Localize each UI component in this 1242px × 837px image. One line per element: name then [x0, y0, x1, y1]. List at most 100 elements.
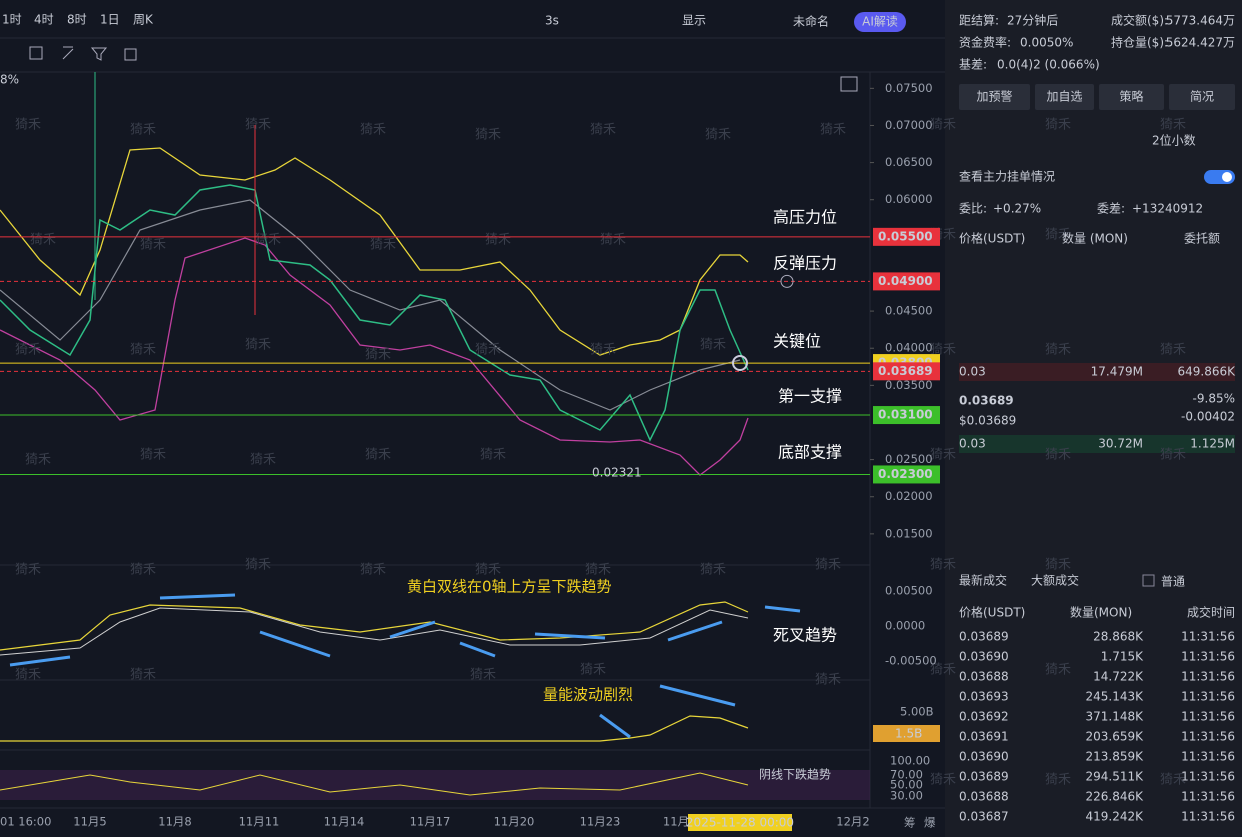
level-tag [873, 272, 940, 291]
ai-button-label[interactable]: AI解读 [862, 15, 898, 29]
layout-name[interactable]: 未命名 [793, 14, 829, 29]
watermark: 猗禾 [1160, 773, 1186, 788]
alert-marker[interactable] [780, 274, 794, 288]
trade-qty: 203.659K [1086, 730, 1145, 744]
bottom-icon[interactable]: 筹 [904, 816, 916, 830]
trade-qty: 226.846K [1086, 790, 1145, 804]
level-tag [873, 465, 940, 484]
trade-tab[interactable]: 大额成交 [1031, 573, 1079, 588]
watermark: 猗禾 [130, 343, 156, 358]
trade-price: 0.03687 [959, 810, 1009, 824]
watermark: 猗禾 [580, 663, 606, 678]
cursor-marker [732, 355, 748, 371]
timeframe[interactable]: 周K [133, 13, 154, 27]
timeframe[interactable]: 8时 [67, 13, 87, 27]
x-tick-label: 11月17 [410, 815, 451, 829]
bid-price: 0.03 [959, 437, 986, 451]
trade-price: 0.03688 [959, 790, 1009, 804]
watermark: 猗禾 [30, 233, 56, 248]
watermark: 猗禾 [15, 668, 41, 683]
trade-filter[interactable]: 普通 [1161, 575, 1185, 589]
trade-qty: 419.242K [1086, 810, 1145, 824]
volume-tick-label: 5.00B [900, 705, 934, 719]
watermark: 猗禾 [600, 233, 626, 248]
watermark: 猗禾 [815, 673, 841, 688]
ai-button[interactable] [854, 12, 906, 32]
watermark: 猗禾 [1045, 663, 1071, 678]
tool-icons[interactable] [29, 46, 858, 92]
panel-button[interactable] [1169, 84, 1235, 110]
trade-qty: 14.722K [1093, 670, 1144, 684]
watermark: 猗禾 [1045, 448, 1071, 463]
watermark: 猗禾 [245, 338, 271, 353]
x-tick-label: 01 16:00 [0, 815, 51, 829]
main-orders-link[interactable]: 查看主力挂单情况 [959, 170, 1055, 184]
ratio-label: 委比: [959, 202, 987, 216]
trade-price: 0.03692 [959, 710, 1009, 724]
book-header: 委托额 [1184, 232, 1220, 246]
trade-price: 0.03688 [959, 670, 1009, 684]
trade-time: 11:31:56 [1181, 730, 1235, 744]
level-note: 底部支撑 [778, 443, 842, 462]
checkbox[interactable] [1142, 574, 1155, 587]
watermark: 猗禾 [470, 668, 496, 683]
level-label: 0.03100 [878, 408, 933, 422]
change-pct: -9.85% [1193, 392, 1235, 406]
watermark: 猗禾 [15, 118, 41, 133]
watermark: 猗禾 [370, 238, 396, 253]
watermark: 猗禾 [930, 343, 956, 358]
panel-button-label[interactable]: 加自选 [1046, 90, 1082, 104]
display-menu[interactable]: 显示 [682, 14, 706, 28]
decimals-select[interactable]: 2位小数 [1152, 133, 1196, 148]
x-tick-label: 11月14 [324, 815, 365, 829]
info-value: 27分钟后 [1007, 13, 1058, 28]
watermark: 猗禾 [485, 233, 511, 248]
price-tick-label: 0.02500 [885, 452, 933, 466]
macd-cross-note: 死叉趋势 [773, 626, 837, 645]
trade-time: 11:31:56 [1181, 750, 1235, 764]
timeframe[interactable]: 1日 [100, 13, 120, 27]
watermark: 猗禾 [930, 773, 956, 788]
lower-band [0, 237, 749, 476]
watermark: 猗禾 [700, 338, 726, 353]
last-price: 0.03689 [959, 394, 1014, 408]
panel-button-label[interactable]: 策略 [1119, 89, 1143, 104]
watermark: 猗禾 [815, 558, 841, 573]
watermark: 猗禾 [1045, 118, 1071, 133]
trade-time: 11:31:56 [1181, 690, 1235, 704]
panel-button-label[interactable]: 简况 [1190, 90, 1214, 104]
watermark: 猗禾 [245, 558, 271, 573]
side-panel-bg [945, 0, 1242, 837]
timeframe[interactable]: 4时 [34, 13, 54, 27]
trade-time: 11:31:56 [1181, 650, 1235, 664]
macd-note: 黄白双线在0轴上方呈下跌趋势 [407, 578, 612, 596]
macd-tick-label: 0.00500 [885, 584, 933, 598]
volume-note: 量能波动剧烈 [543, 686, 633, 704]
price-tick-label: 0.04500 [885, 304, 933, 318]
watermark: 猗禾 [1160, 448, 1186, 463]
panel-button-label[interactable]: 加预警 [976, 89, 1012, 104]
info-value: 5624.427万 [1166, 36, 1235, 50]
trade-tab[interactable]: 最新成交 [959, 573, 1007, 588]
middle-band [0, 199, 741, 411]
x-current-tag [688, 814, 792, 831]
panel-button[interactable] [1099, 84, 1164, 110]
diff-value: +13240912 [1132, 202, 1203, 216]
info-label: 基差: [959, 58, 987, 72]
watermark: 猗禾 [130, 668, 156, 683]
price-tick-label: 0.01500 [885, 526, 933, 540]
timeframe[interactable]: 1时 [2, 13, 22, 27]
level-note: 高压力位 [773, 208, 837, 227]
info-label: 资金费率: [959, 35, 1011, 50]
trade-time: 11:31:56 [1181, 670, 1235, 684]
watermark: 猗禾 [590, 123, 616, 138]
rsi-band [0, 770, 870, 800]
bottom-icon[interactable]: 爆 [924, 816, 936, 830]
watermark: 猗禾 [820, 123, 846, 138]
panel-button[interactable] [959, 84, 1030, 110]
info-value: 0.0050% [1020, 36, 1073, 50]
interval[interactable]: 3s [545, 14, 559, 28]
panel-button[interactable] [1035, 84, 1094, 110]
watermark: 猗禾 [140, 238, 166, 253]
